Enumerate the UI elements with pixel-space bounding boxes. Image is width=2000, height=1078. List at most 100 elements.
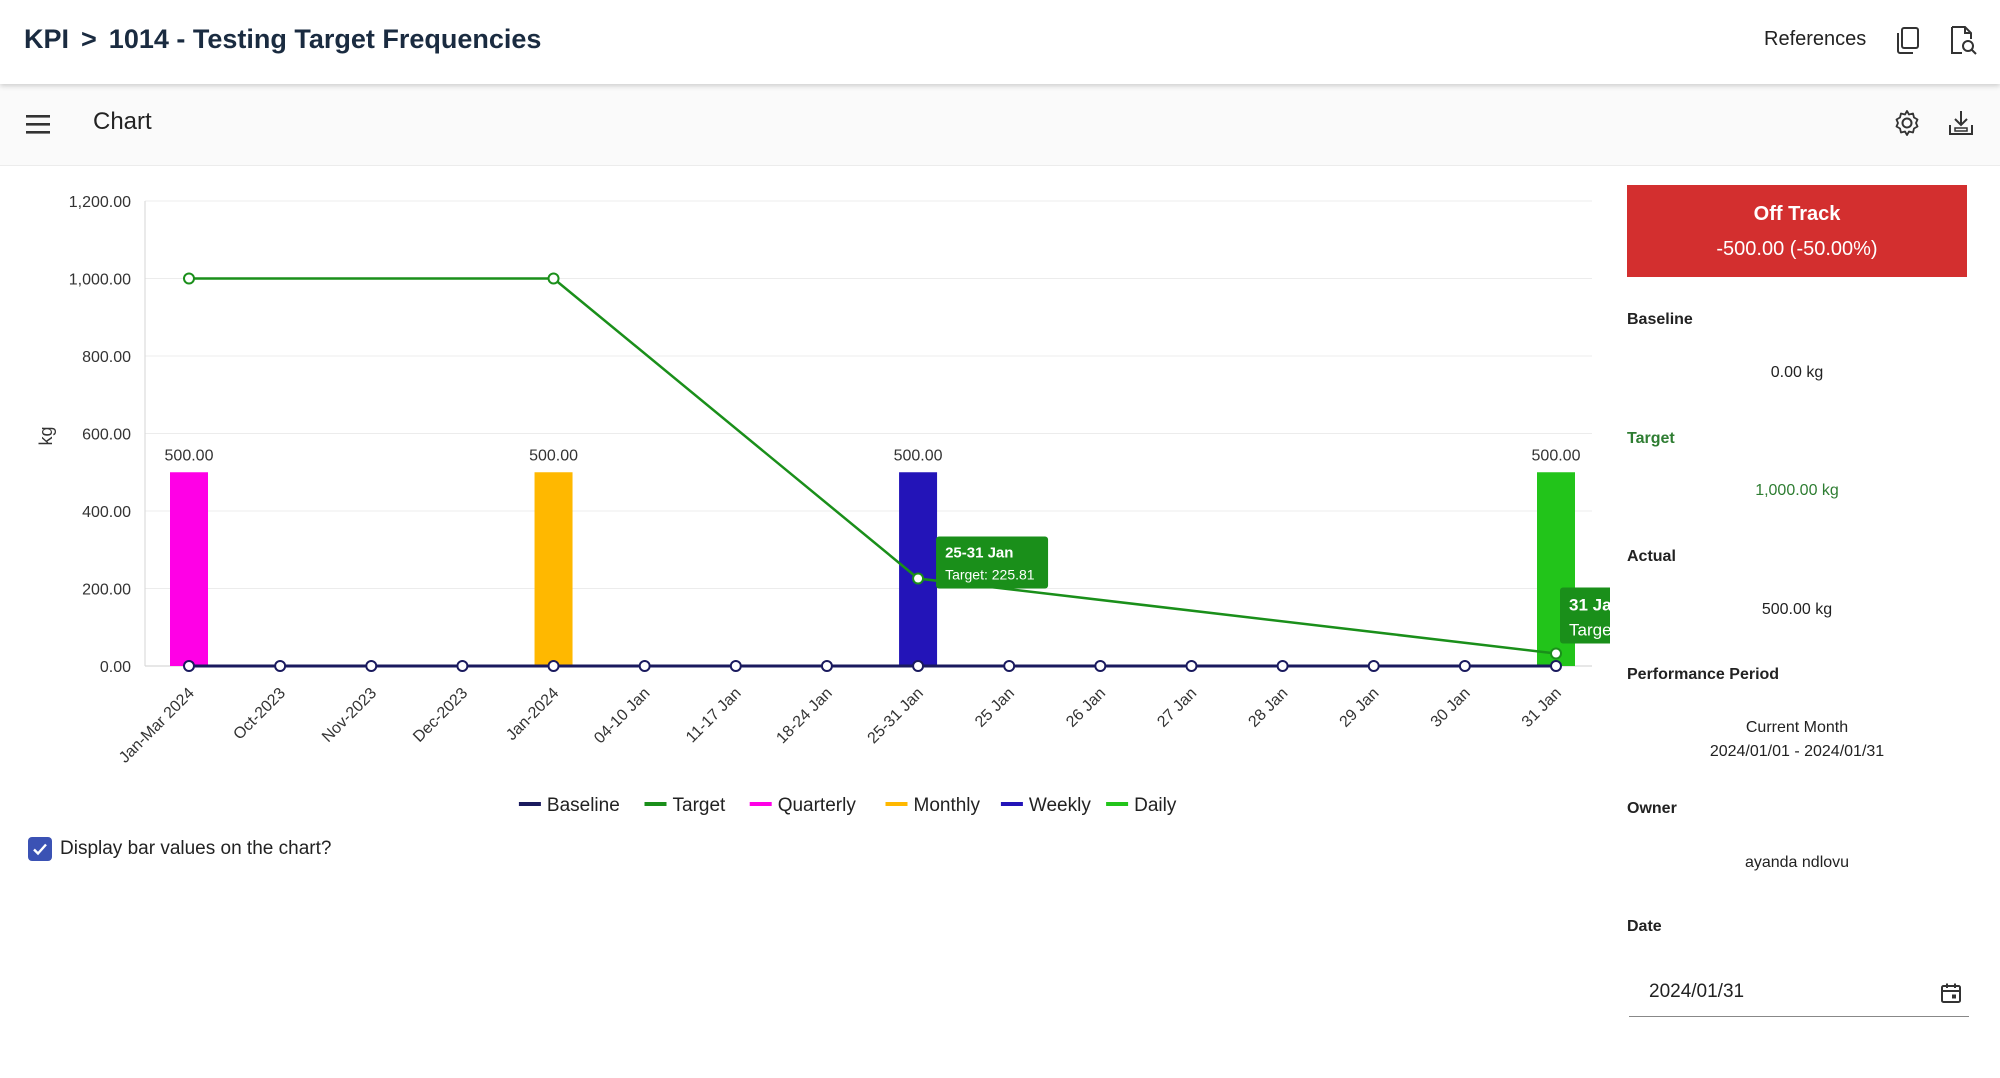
legend-label: Monthly: [914, 795, 981, 816]
breadcrumb-root[interactable]: KPI: [24, 24, 70, 54]
gear-icon[interactable]: [1892, 108, 1922, 138]
breadcrumb: KPI > 1014 - Testing Target Frequencies: [24, 24, 541, 55]
x-tick-label: 28 Jan: [1245, 685, 1291, 731]
point-baseline[interactable]: [912, 660, 925, 672]
document-search-icon[interactable]: [1946, 24, 1978, 56]
x-tick-label: 25 Jan: [972, 685, 1018, 731]
date-field[interactable]: 2024/01/31: [1629, 975, 1969, 1017]
y-tick-label: 1,200.00: [69, 194, 131, 211]
point-target[interactable]: [912, 572, 925, 585]
performance-period-range: 2024/01/01 - 2024/01/31: [1709, 743, 1885, 760]
baseline-label: Baseline: [1627, 311, 1693, 328]
point-baseline[interactable]: [1458, 660, 1471, 672]
bar-quarterly: [170, 472, 208, 666]
check-icon: [33, 843, 47, 856]
menu-icon[interactable]: [26, 112, 52, 136]
chart-title: Chart: [93, 108, 152, 135]
performance-period-label: Performance Period: [1627, 666, 1780, 683]
legend-item-quarterly[interactable]: Quarterly: [749, 795, 857, 816]
references-link[interactable]: References: [1764, 28, 1867, 50]
point-baseline[interactable]: [1276, 660, 1289, 672]
x-tick-label: Dec-2023: [410, 685, 471, 746]
point-baseline[interactable]: [1094, 660, 1107, 672]
x-tick-label: Nov-2023: [319, 685, 380, 746]
point-baseline[interactable]: [365, 660, 378, 672]
x-tick-label: 26 Jan: [1063, 685, 1109, 731]
kpi-chart: 0.00 200.00 400.00 600.00 800.00 1,000.00 1,20…: [36, 194, 1610, 816]
calendar-icon[interactable]: [1939, 981, 1963, 1005]
top-header: KPI > 1014 - Testing Target Frequencies …: [0, 0, 2000, 84]
x-tick-label: Jan-Mar 2024: [116, 685, 198, 767]
point-target[interactable]: [1550, 647, 1562, 660]
tooltip-target: 31 Jan Target: 32.26: [1560, 587, 1610, 644]
y-tick-label: 600.00: [82, 427, 131, 444]
x-tick-label: 04-10 Jan: [591, 685, 653, 747]
legend-label: Target: [673, 795, 727, 816]
legend-item-weekly[interactable]: Weekly: [1000, 795, 1091, 816]
tooltip-text: Target: 225.81: [945, 566, 1035, 582]
bar-value-label: 500.00: [529, 447, 578, 464]
y-tick-label: 400.00: [82, 504, 131, 521]
legend-item-baseline[interactable]: Baseline: [518, 795, 620, 816]
x-tick-label: 30 Jan: [1428, 685, 1474, 731]
legend-label: Quarterly: [778, 795, 857, 816]
x-tick-label: 29 Jan: [1337, 685, 1383, 731]
legend-label: Weekly: [1029, 795, 1091, 816]
point-baseline[interactable]: [183, 660, 195, 672]
x-tick-label: 25-31 Jan: [865, 685, 927, 747]
tooltip-target: 25-31 Jan Target: 225.81: [936, 536, 1049, 589]
legend-label: Daily: [1134, 795, 1177, 816]
x-tick-label: Jan-2024: [503, 685, 562, 744]
bar-monthly: [534, 472, 573, 666]
tooltip-title: 31 Jan: [1569, 595, 1610, 614]
y-tick-label: 200.00: [82, 582, 131, 599]
legend-swatch: [518, 802, 541, 806]
point-baseline[interactable]: [1550, 660, 1562, 672]
point-target[interactable]: [183, 272, 195, 285]
legend-item-target[interactable]: Target: [644, 795, 727, 816]
point-baseline[interactable]: [1003, 660, 1016, 672]
tooltip-title: 25-31 Jan: [945, 544, 1013, 561]
legend-swatch: [644, 802, 667, 806]
point-target[interactable]: [547, 272, 560, 285]
y-tick-label: 0.00: [100, 659, 131, 676]
legend-label: Baseline: [547, 795, 620, 816]
status-card: Off Track -500.00 (-50.00%): [1627, 185, 1967, 277]
display-bar-values-checkbox[interactable]: [28, 837, 52, 861]
target-label: Target: [1627, 430, 1675, 447]
series-line-target: [189, 277, 1557, 655]
point-baseline[interactable]: [456, 660, 469, 672]
copy-icon[interactable]: [1892, 24, 1924, 56]
date-value[interactable]: 2024/01/31: [1649, 981, 1745, 1002]
y-axis-label: kg: [36, 426, 56, 445]
actual-value: 500.00 kg: [1761, 601, 1833, 618]
point-baseline[interactable]: [547, 660, 560, 672]
display-bar-values-label: Display bar values on the chart?: [60, 838, 332, 859]
legend-item-daily[interactable]: Daily: [1106, 795, 1177, 816]
bar-value-label: 500.00: [1532, 447, 1581, 464]
download-icon[interactable]: [1946, 108, 1976, 138]
point-baseline[interactable]: [820, 660, 833, 672]
legend-swatch: [1106, 802, 1129, 806]
breadcrumb-separator: >: [81, 24, 97, 54]
display-bar-values-option[interactable]: Display bar values on the chart?: [28, 837, 331, 861]
baseline-value: 0.00 kg: [1770, 364, 1824, 381]
status-title: Off Track: [1753, 203, 1841, 225]
chart-toolbar: Chart: [0, 84, 2000, 166]
point-baseline[interactable]: [274, 660, 287, 672]
performance-period-name: Current Month: [1745, 719, 1849, 736]
point-baseline[interactable]: [729, 660, 742, 672]
x-tick-label: 31 Jan: [1519, 685, 1565, 731]
page-title: 1014 - Testing Target Frequencies: [108, 24, 542, 54]
point-baseline[interactable]: [1185, 660, 1198, 672]
legend-item-monthly[interactable]: Monthly: [885, 795, 981, 816]
point-baseline[interactable]: [1367, 660, 1380, 672]
bar-value-label: 500.00: [165, 447, 214, 464]
x-tick-label: 27 Jan: [1154, 685, 1200, 731]
y-tick-label: 1,000.00: [69, 272, 131, 289]
x-tick-label: Oct-2023: [230, 685, 289, 744]
actual-label: Actual: [1627, 548, 1676, 565]
legend-swatch: [1000, 802, 1023, 806]
status-value: -500.00 (-50.00%): [1716, 238, 1878, 260]
point-baseline[interactable]: [638, 660, 651, 672]
